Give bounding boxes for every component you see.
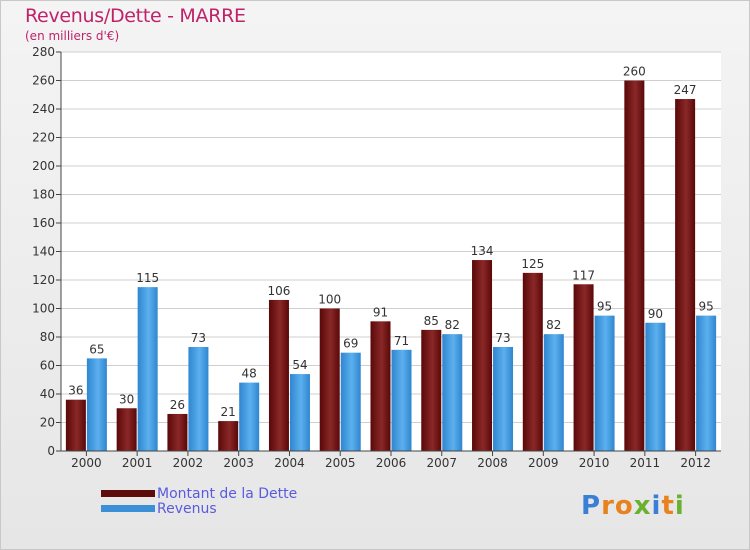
legend: Montant de la Dette Revenus bbox=[101, 485, 298, 517]
bar-revenus bbox=[289, 374, 310, 451]
bar-dette bbox=[472, 260, 493, 451]
proxiti-logo: Proxiti bbox=[581, 491, 685, 521]
bar-revenus bbox=[239, 382, 260, 451]
legend-label-dette: Montant de la Dette bbox=[157, 485, 298, 502]
bar-revenus bbox=[543, 334, 564, 451]
data-label: 82 bbox=[445, 318, 460, 332]
logo-letter: r bbox=[601, 491, 615, 521]
bar-dette bbox=[522, 272, 543, 451]
bar-dette bbox=[116, 408, 137, 451]
data-label: 73 bbox=[495, 331, 510, 345]
data-label: 36 bbox=[68, 384, 83, 398]
y-tick-label: 240 bbox=[32, 102, 55, 116]
bar-revenus bbox=[188, 346, 209, 451]
y-tick-label: 260 bbox=[32, 74, 55, 88]
x-tick-label: 2010 bbox=[579, 456, 610, 470]
data-label: 260 bbox=[623, 65, 646, 79]
x-tick-label: 2009 bbox=[528, 456, 559, 470]
data-label: 247 bbox=[674, 83, 697, 97]
y-tick-label: 220 bbox=[32, 131, 55, 145]
logo-letter: o bbox=[614, 491, 634, 521]
logo-letter: i bbox=[651, 491, 662, 521]
y-tick-label: 100 bbox=[32, 302, 55, 316]
bar-revenus bbox=[442, 334, 463, 451]
bar-dette bbox=[65, 399, 86, 451]
logo-letter: t bbox=[661, 491, 675, 521]
y-tick-label: 180 bbox=[32, 188, 55, 202]
logo-letter: P bbox=[581, 491, 602, 521]
x-tick-label: 2006 bbox=[376, 456, 407, 470]
data-label: 65 bbox=[89, 342, 104, 356]
data-label: 71 bbox=[394, 334, 409, 348]
data-label: 21 bbox=[221, 405, 236, 419]
data-label: 82 bbox=[546, 318, 561, 332]
y-tick-label: 60 bbox=[40, 359, 55, 373]
x-tick-label: 2007 bbox=[426, 456, 457, 470]
data-label: 95 bbox=[698, 300, 713, 314]
x-tick-label: 2001 bbox=[122, 456, 153, 470]
data-label: 115 bbox=[136, 271, 159, 285]
bar-dette bbox=[268, 299, 289, 451]
data-label: 91 bbox=[373, 305, 388, 319]
y-tick-label: 140 bbox=[32, 245, 55, 259]
y-tick-label: 120 bbox=[32, 273, 55, 287]
bar-dette bbox=[167, 413, 188, 451]
bar-dette bbox=[675, 99, 696, 452]
data-label: 85 bbox=[424, 314, 439, 328]
bar-dette bbox=[624, 80, 645, 451]
data-label: 48 bbox=[242, 367, 257, 381]
x-tick-label: 2008 bbox=[477, 456, 508, 470]
chart-title: Revenus/Dette - MARRE bbox=[25, 5, 246, 27]
x-tick-label: 2003 bbox=[223, 456, 254, 470]
y-tick-label: 80 bbox=[40, 330, 55, 344]
y-tick-label: 20 bbox=[40, 416, 55, 430]
data-label: 54 bbox=[292, 358, 307, 372]
x-tick-label: 2005 bbox=[325, 456, 356, 470]
bar-revenus bbox=[340, 352, 361, 451]
data-label: 106 bbox=[268, 284, 291, 298]
x-tick-label: 2000 bbox=[71, 456, 102, 470]
x-tick-label: 2012 bbox=[680, 456, 711, 470]
bar-dette bbox=[218, 421, 239, 451]
legend-swatch-revenus bbox=[101, 505, 155, 512]
x-tick-label: 2004 bbox=[274, 456, 305, 470]
bar-dette bbox=[573, 284, 594, 451]
bar-revenus bbox=[86, 358, 107, 451]
y-tick-label: 280 bbox=[32, 45, 55, 59]
y-tick-label: 200 bbox=[32, 159, 55, 173]
bar-revenus bbox=[137, 287, 158, 451]
data-label: 90 bbox=[648, 307, 663, 321]
data-label: 134 bbox=[471, 244, 494, 258]
data-label: 30 bbox=[119, 392, 134, 406]
data-label: 73 bbox=[191, 331, 206, 345]
bar-dette bbox=[421, 329, 442, 451]
legend-item-dette: Montant de la Dette bbox=[101, 485, 298, 502]
legend-label-revenus: Revenus bbox=[157, 500, 217, 517]
legend-swatch-dette bbox=[101, 490, 155, 497]
bar-revenus bbox=[594, 315, 615, 451]
data-label: 69 bbox=[343, 337, 358, 351]
x-tick-label: 2011 bbox=[630, 456, 661, 470]
data-label: 117 bbox=[572, 268, 595, 282]
data-label: 95 bbox=[597, 300, 612, 314]
y-tick-label: 160 bbox=[32, 216, 55, 230]
data-label: 125 bbox=[521, 257, 544, 271]
legend-item-revenus: Revenus bbox=[101, 500, 297, 517]
bar-dette bbox=[370, 321, 391, 451]
bar-dette bbox=[319, 308, 340, 451]
data-label: 26 bbox=[170, 398, 185, 412]
data-label: 100 bbox=[318, 293, 341, 307]
logo-letter: i bbox=[674, 491, 685, 521]
x-tick-label: 2002 bbox=[173, 456, 204, 470]
bar-revenus bbox=[696, 315, 717, 451]
bar-revenus bbox=[645, 322, 666, 451]
bar-revenus bbox=[391, 349, 412, 451]
bar-revenus bbox=[493, 346, 514, 451]
logo-letter: x bbox=[633, 491, 652, 521]
y-tick-label: 0 bbox=[47, 444, 55, 458]
chart-subtitle: (en milliers d'€) bbox=[25, 29, 120, 43]
y-tick-label: 40 bbox=[40, 387, 55, 401]
